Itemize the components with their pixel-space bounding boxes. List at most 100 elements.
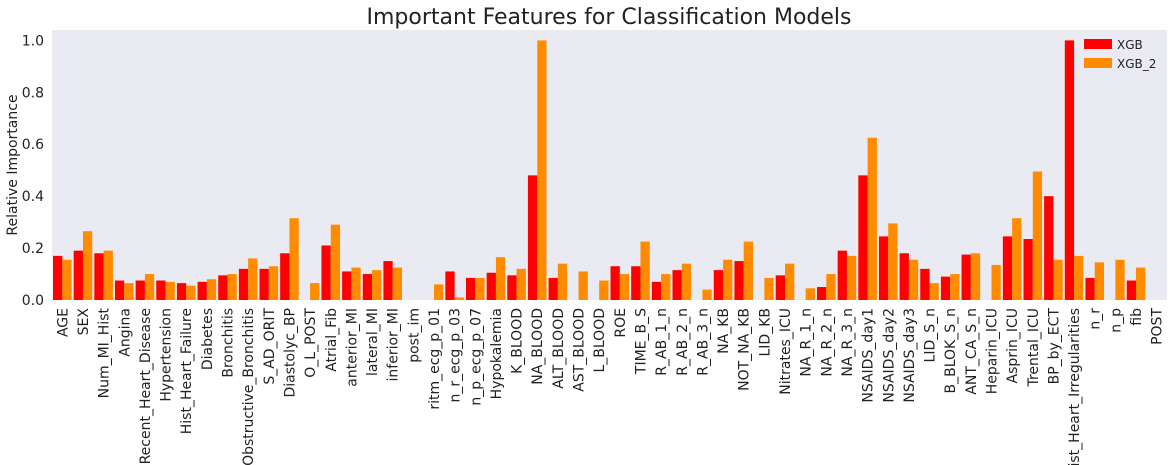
x-tick-label: Asprin_ICU (1005, 308, 1021, 383)
chart-title: Important Features for Classification Mo… (367, 5, 852, 30)
legend-label: XGB_2 (1117, 57, 1156, 71)
bar-xgb-2-hist-heart-irregularities (1074, 255, 1084, 300)
bar-xgb-2-nsaids-day3 (908, 259, 919, 300)
x-tick-label: ritm_ecg_p_01 (427, 308, 443, 410)
x-tick-label: NA_BLOOD (530, 308, 546, 385)
bar-xgb-obstructive-bronchitis (238, 268, 249, 300)
x-tick-label: inferior_MI (386, 308, 402, 381)
x-tick-label: fib (1129, 308, 1145, 326)
x-tick-label: LID_KB (757, 308, 773, 357)
x-tick-label: BP_by_ECT (1046, 308, 1062, 385)
bar-xgb-2-heparin-icu (991, 264, 1001, 300)
x-tick-label: POST (1150, 308, 1166, 345)
bar-xgb-nsaids-day1 (858, 175, 868, 300)
x-tick-label: Atrial_Fib (324, 308, 340, 372)
bar-xgb-nsaids-day2 (878, 236, 889, 300)
bar-xgb-2-ritm-ecg-p-01 (433, 284, 444, 300)
x-tick-label: B_BLOK_S_n (943, 308, 959, 393)
bar-xgb-2-asprin-icu (1012, 218, 1022, 300)
x-tick-label: SEX (76, 308, 92, 336)
y-tick-label: 0.8 (22, 85, 44, 101)
bar-xgb-n-r (1085, 277, 1095, 300)
x-tick-label: Nitrates_ICU (778, 308, 794, 395)
bar-xgb-2-angina (124, 283, 134, 301)
bar-xgb-angina (114, 280, 125, 300)
bar-xgb-sex (73, 250, 83, 300)
bar-xgb-2-lateral-mi (372, 270, 382, 300)
legend-label: XGB (1117, 38, 1143, 52)
x-tick-label: NA_R_2_n (819, 308, 835, 377)
bar-xgb-hypokalemia (486, 272, 496, 300)
bar-xgb-2-lid-kb (764, 277, 774, 300)
x-tick-label: R_AB_1_n (654, 308, 670, 376)
bar-xgb-2-r-ab-2-n (681, 263, 692, 300)
x-tick-label: L_BLOOD (592, 308, 608, 373)
bar-xgb-roe (610, 266, 620, 300)
bar-xgb-2-s-ad-orit (268, 266, 279, 300)
bar-xgb-2-obstructive-bronchitis (248, 258, 258, 300)
bar-xgb-ant-ca-s-n (961, 254, 971, 300)
bar-xgb-2-lid-s-n (929, 283, 939, 301)
x-tick-label: ROE (613, 308, 629, 338)
bar-xgb-2-age (62, 259, 72, 300)
bar-xgb-lid-s-n (920, 268, 930, 300)
x-tick-label: ALT_BLOOD (551, 308, 567, 389)
bar-xgb-2-nsaids-day2 (888, 223, 898, 300)
bar-xgb-k-blood (507, 275, 517, 300)
x-tick-label: TIME_B_S (633, 308, 649, 375)
bar-xgb-alt-blood (548, 277, 558, 300)
bar-xgb-trental-icu (1023, 238, 1033, 300)
legend-swatch (1084, 58, 1112, 68)
x-tick-label: Num_MI_Hist (97, 308, 113, 399)
bar-xgb-n-r-ecg-p-03 (445, 271, 455, 300)
bar-xgb-2-l-blood (599, 280, 609, 300)
x-tick-label: Obstructive_Bronchitis (241, 308, 257, 465)
bar-xgb-2-anterior-mi (351, 267, 361, 300)
bar-xgb-2-n-r-ecg-p-03 (454, 297, 464, 300)
bar-xgb-2-not-na-kb (743, 241, 753, 300)
bar-xgb-r-ab-1-n (651, 281, 662, 300)
bar-xgb-r-ab-2-n (672, 270, 682, 300)
y-tick-label: 0.4 (22, 189, 44, 205)
bar-xgb-na-blood (527, 175, 538, 300)
bar-xgb-nsaids-day3 (899, 253, 909, 300)
bar-xgb-2-trental-icu (1032, 171, 1043, 300)
x-tick-label: Hist_Heart_Irregularities (1067, 308, 1083, 465)
x-tick-label: NSAIDS_day1 (861, 308, 877, 403)
bar-xgb-hist-heart-failure (176, 283, 187, 301)
x-tick-label: NSAIDS_day2 (881, 308, 897, 403)
bar-xgb-lateral-mi (362, 274, 373, 300)
x-tick-label: Recent_Heart_Disease (138, 308, 154, 464)
y-tick-label: 0.2 (22, 241, 44, 257)
x-tick-label: AGE (55, 308, 71, 337)
bar-xgb-anterior-mi (342, 271, 352, 300)
bar-xgb-2-num-mi-hist (103, 250, 113, 300)
bar-xgb-2-inferior-mi (392, 267, 402, 300)
bar-xgb-2-bp-by-ect (1053, 259, 1063, 300)
x-tick-label: Diastolyc_BP (282, 308, 298, 398)
x-tick-label: lateral_MI (365, 308, 381, 376)
bar-xgb-2-n-r (1094, 262, 1105, 300)
bar-xgb-2-ant-ca-s-n (970, 253, 981, 300)
bar-xgb-age (53, 255, 63, 300)
bar-xgb-2-alt-blood (557, 263, 568, 300)
x-tick-label: NA_R_1_n (799, 308, 815, 377)
bar-xgb-time-b-s (631, 266, 641, 300)
bar-xgb-diabetes (197, 281, 207, 300)
bar-xgb-2-sex (82, 231, 93, 300)
bar-xgb-2-na-kb (723, 259, 733, 300)
x-tick-label: AST_BLOOD (572, 308, 588, 392)
x-tick-label: Diabetes (200, 308, 216, 370)
x-tick-label: Hist_Heart_Failure (179, 308, 195, 434)
x-tick-label: R_AB_2_n (675, 308, 691, 376)
x-tick-label: n_p (1108, 308, 1124, 333)
bar-xgb-b-blok-s-n (940, 276, 951, 300)
bar-xgb-na-kb (713, 270, 724, 300)
bar-xgb-2-diabetes (206, 279, 217, 300)
bar-xgb-2-hypokalemia (495, 257, 506, 300)
bar-xgb-2-b-blok-s-n (950, 274, 960, 300)
bar-xgb-2-time-b-s (640, 241, 650, 300)
y-axis-label: Relative Importance (5, 94, 21, 235)
y-axis: 0.0 0.2 0.4 0.6 0.8 1.0 (22, 33, 44, 309)
